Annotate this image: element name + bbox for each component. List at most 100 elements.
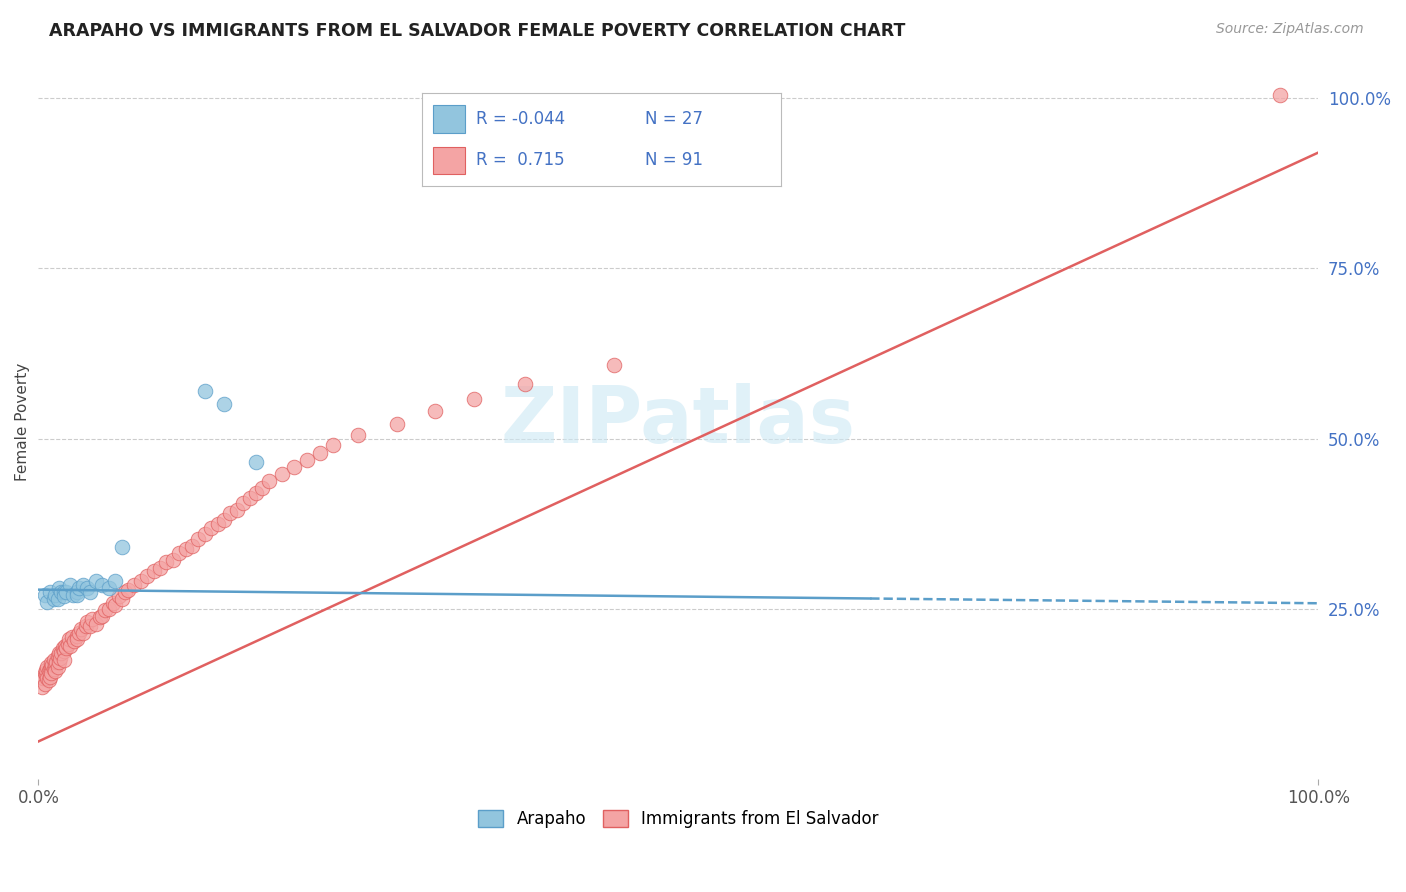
Point	[55, 584, 77, 599]
Point	[513, 377, 536, 392]
Legend: Arapaho, Immigrants from El Salvador: Arapaho, Immigrants from El Salvador	[471, 804, 886, 835]
Point	[124, 578, 146, 592]
Point	[295, 453, 318, 467]
Point	[270, 467, 292, 481]
Point	[55, 641, 77, 656]
Point	[79, 618, 101, 632]
Point	[129, 574, 152, 589]
Point	[463, 392, 485, 406]
Point	[219, 507, 242, 521]
Point	[149, 561, 172, 575]
Point	[38, 662, 60, 676]
Point	[322, 438, 344, 452]
Point	[97, 601, 120, 615]
Point	[423, 404, 446, 418]
Point	[181, 539, 204, 553]
Point	[225, 503, 247, 517]
Point	[37, 659, 59, 673]
Point	[91, 608, 114, 623]
Point	[39, 659, 62, 673]
Point	[283, 460, 305, 475]
Point	[62, 588, 84, 602]
Point	[238, 491, 260, 506]
Point	[252, 481, 274, 495]
Point	[48, 646, 70, 660]
Point	[38, 665, 60, 679]
Point	[94, 603, 117, 617]
Point	[174, 541, 197, 556]
Point	[84, 574, 107, 589]
Point	[136, 569, 159, 583]
Point	[245, 486, 267, 500]
Point	[42, 653, 65, 667]
Point	[69, 622, 91, 636]
Point	[45, 655, 67, 669]
Point	[67, 625, 90, 640]
Point	[1268, 87, 1291, 102]
Point	[34, 666, 56, 681]
Point	[31, 680, 53, 694]
Point	[60, 630, 83, 644]
Point	[257, 474, 280, 488]
Point	[59, 578, 82, 592]
Point	[48, 582, 70, 596]
Point	[42, 591, 65, 606]
Point	[194, 384, 217, 398]
Point	[80, 612, 103, 626]
Point	[232, 496, 254, 510]
Point	[212, 397, 235, 411]
Point	[39, 656, 62, 670]
Point	[200, 521, 222, 535]
Point	[75, 618, 97, 632]
Point	[76, 582, 98, 596]
Point	[38, 670, 60, 684]
Point	[207, 516, 229, 531]
Point	[91, 578, 114, 592]
Point	[187, 533, 209, 547]
Point	[89, 610, 111, 624]
Point	[212, 513, 235, 527]
Point	[114, 584, 136, 599]
Point	[110, 591, 132, 606]
Point	[104, 574, 127, 589]
Point	[66, 584, 89, 599]
Point	[37, 595, 59, 609]
Point	[51, 584, 73, 599]
Point	[52, 641, 75, 656]
Point	[117, 582, 139, 597]
Point	[66, 632, 89, 647]
Point	[58, 632, 80, 647]
Point	[66, 629, 89, 643]
Point	[84, 616, 107, 631]
Point	[37, 671, 59, 685]
Point	[167, 546, 190, 560]
Point	[110, 541, 132, 555]
Point	[32, 671, 55, 685]
Y-axis label: Female Poverty: Female Poverty	[15, 362, 30, 481]
Point	[155, 556, 177, 570]
Point	[38, 584, 60, 599]
Point	[42, 662, 65, 676]
Point	[76, 615, 98, 630]
Point	[44, 588, 66, 602]
Point	[603, 358, 626, 372]
Text: Source: ZipAtlas.com: Source: ZipAtlas.com	[1216, 22, 1364, 37]
Point	[46, 591, 69, 606]
Point	[56, 637, 79, 651]
Point	[48, 655, 70, 669]
Point	[104, 599, 127, 613]
Point	[309, 446, 332, 460]
Point	[194, 526, 217, 541]
Point	[66, 588, 89, 602]
Point	[52, 590, 75, 604]
Point	[347, 428, 370, 442]
Point	[52, 653, 75, 667]
Point	[34, 588, 56, 602]
Point	[101, 596, 124, 610]
Point	[44, 657, 66, 672]
Point	[41, 657, 63, 672]
Point	[39, 666, 62, 681]
Point	[67, 582, 90, 596]
Point	[35, 663, 58, 677]
Point	[53, 639, 76, 653]
